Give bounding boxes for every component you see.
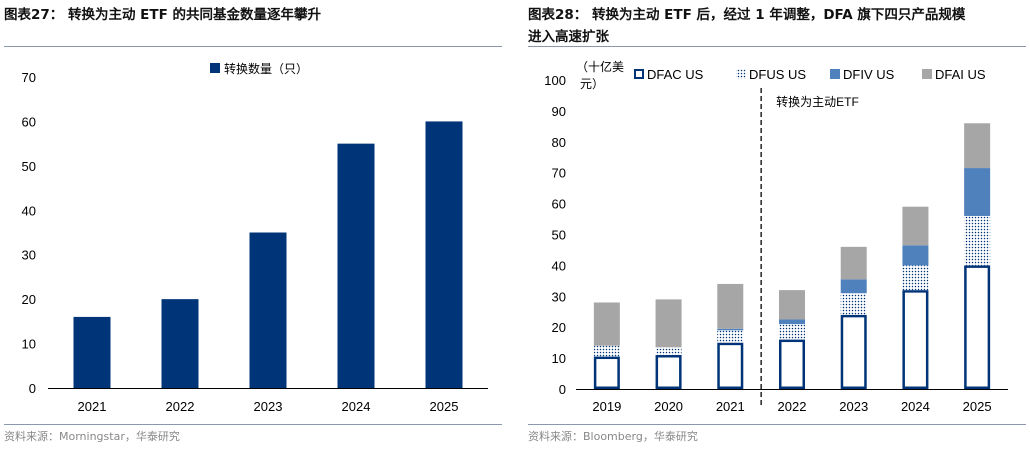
right-legend-label: DFAI US (935, 67, 986, 82)
left-xtick-label: 2024 (342, 399, 371, 414)
left-chart: 0 10 20 30 40 50 60 70 2021 2022 2023 2024 2025 转换数量（… (22, 61, 488, 414)
right-bar-segment (902, 245, 929, 266)
right-bar-segment (717, 342, 744, 389)
right-bar-segment (717, 283, 744, 329)
right-source: 资料来源：Bloomberg，华泰研究 (528, 430, 698, 443)
right-legend-swatch (830, 69, 840, 79)
left-bar (161, 299, 199, 388)
right-legend-label: DFAC US (647, 67, 704, 82)
left-ytick-label: 70 (22, 70, 36, 85)
right-bar-segment (655, 299, 682, 348)
right-bar-segment (964, 168, 991, 216)
left-ytick-label: 30 (22, 248, 36, 263)
right-bar-segment (779, 290, 805, 320)
left-title-rule (4, 46, 502, 47)
left-ytick-label: 10 (22, 337, 36, 352)
right-bar-segment (717, 330, 744, 343)
right-ytick-label: 70 (552, 166, 566, 181)
left-xtick-label: 2023 (254, 399, 283, 414)
right-xtick-label: 2025 (963, 399, 992, 414)
right-bar-segment (840, 314, 867, 389)
right-ytick-label: 0 (559, 382, 566, 397)
left-ytick-label: 40 (22, 203, 36, 218)
right-chart-title: 图表28： 转换为主动 ETF 后，经过 1 年调整，DFA 旗下四只产品规模 … (528, 4, 965, 48)
right-ytick-label: 20 (552, 320, 566, 335)
right-ytick-label: 90 (552, 104, 566, 119)
right-bar-segment (655, 347, 682, 356)
right-bar-segment (902, 265, 929, 291)
right-bar-segment (593, 302, 620, 346)
left-chart-title: 图表27： 转换为主动 ETF 的共同基金数量逐年攀升 (4, 7, 322, 23)
right-bar-segment (593, 345, 620, 357)
right-source-rule (528, 424, 1026, 425)
right-annotation: 转换为主动ETF (776, 94, 859, 109)
right-bar-segment (840, 279, 867, 294)
right-ylabel: （十亿美 (576, 59, 624, 74)
right-xtick-label: 2023 (839, 399, 868, 414)
left-legend-swatch (210, 63, 220, 73)
left-xtick-label: 2025 (430, 399, 459, 414)
right-xtick-label: 2020 (654, 399, 683, 414)
right-xtick-label: 2024 (901, 399, 930, 414)
left-bar (425, 121, 463, 388)
right-ytick-label: 50 (552, 228, 566, 243)
right-bar-segment (964, 123, 991, 169)
right-bar-segment (964, 215, 991, 266)
right-bar-segment (779, 319, 805, 325)
right-title-line2: 进入高速扩张 (528, 29, 609, 45)
right-ylabel: 元） (580, 77, 604, 91)
right-ytick-label: 10 (552, 351, 566, 366)
right-legend-swatch (634, 69, 644, 79)
right-panel: 图表28： 转换为主动 ETF 后，经过 1 年调整，DFA 旗下四只产品规模 … (524, 0, 1030, 449)
right-ytick-label: 60 (552, 197, 566, 212)
right-xtick-label: 2021 (716, 399, 745, 414)
left-ytick-label: 50 (22, 159, 36, 174)
right-bar-segment (593, 356, 620, 389)
left-legend-label: 转换数量（只） (224, 61, 308, 76)
left-bar (73, 316, 111, 388)
right-ytick-label: 40 (552, 258, 566, 273)
right-title-rule (528, 46, 1026, 47)
right-legend-label: DFUS US (749, 67, 806, 82)
right-bar-segment (655, 355, 682, 390)
right-xtick-label: 2019 (592, 399, 621, 414)
right-legend-swatch (922, 69, 932, 79)
right-bar-segment (902, 290, 929, 389)
right-ytick-label: 100 (544, 73, 566, 88)
left-panel: 图表27： 转换为主动 ETF 的共同基金数量逐年攀升 0 10 20 30 40 50 6… (0, 0, 506, 449)
right-legend-swatch (736, 69, 746, 79)
left-ytick-label: 0 (29, 381, 36, 396)
right-bar-segment (840, 293, 867, 315)
left-xtick-label: 2021 (78, 399, 107, 414)
right-bar-segment (717, 328, 744, 331)
right-title-line1: 图表28： 转换为主动 ETF 后，经过 1 年调整，DFA 旗下四只产品规模 (528, 7, 966, 23)
left-xtick-label: 2022 (166, 399, 195, 414)
right-bar-segment (779, 339, 805, 389)
left-source-rule (4, 424, 502, 425)
left-bar (337, 143, 375, 388)
left-ytick-label: 20 (22, 292, 36, 307)
left-bar (249, 232, 287, 388)
right-bar-segment (779, 324, 805, 340)
right-bar-segment (902, 206, 929, 246)
right-ytick-label: 80 (552, 135, 566, 150)
left-source: 资料来源：Morningstar，华泰研究 (4, 430, 180, 443)
right-legend-label: DFIV US (843, 67, 895, 82)
right-bar-segment (840, 246, 867, 280)
right-bar-segment (964, 265, 991, 389)
right-ytick-label: 30 (552, 289, 566, 304)
right-xtick-label: 2022 (778, 399, 807, 414)
left-ytick-label: 60 (22, 114, 36, 129)
